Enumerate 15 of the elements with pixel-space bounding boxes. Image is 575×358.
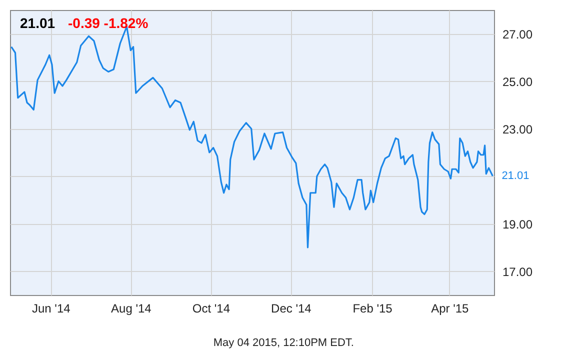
text: May 04 2015, 12:10PM EDT. [213, 337, 354, 349]
x-tick-label: Dec '14 [271, 302, 312, 316]
y-tick-label: 17.00 [502, 264, 533, 279]
chart-title: 21.01 [20, 15, 56, 31]
y-tick-label: 25.00 [502, 74, 533, 89]
y-tick-label: 23.00 [502, 122, 533, 136]
x-tick-label: Feb '15 [352, 302, 393, 316]
annotation: 21.01 [502, 170, 530, 182]
y-tick-label: 19.00 [502, 217, 533, 232]
x-tick-label: Apr '15 [431, 302, 470, 316]
chart-subtitle: -0.39 -1.82% [68, 15, 149, 31]
x-tick-label: Aug '14 [111, 302, 152, 316]
x-tick-label: Oct '14 [192, 302, 230, 316]
y-tick-label: 27.00 [502, 27, 533, 42]
x-tick-label: Jun '14 [32, 302, 71, 316]
